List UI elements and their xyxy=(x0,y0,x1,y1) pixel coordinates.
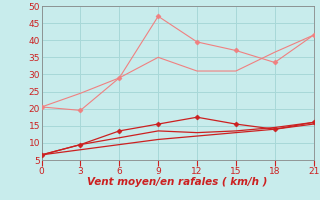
X-axis label: Vent moyen/en rafales ( km/h ): Vent moyen/en rafales ( km/h ) xyxy=(87,177,268,187)
